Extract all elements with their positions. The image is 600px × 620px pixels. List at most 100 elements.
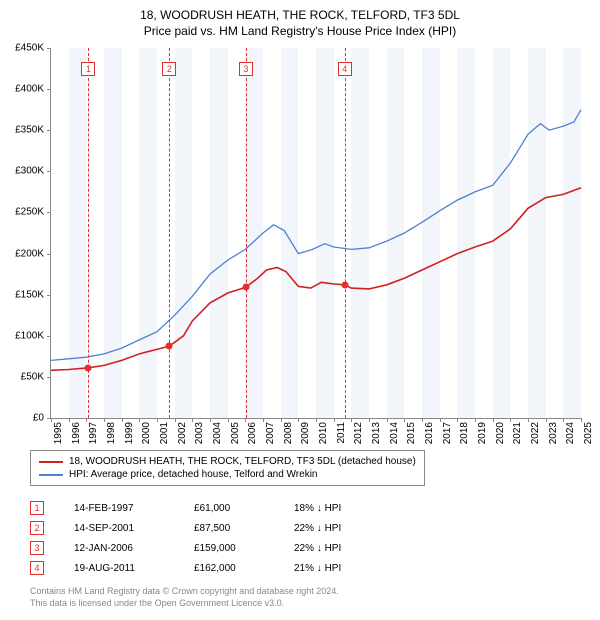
chart-title: 18, WOODRUSH HEATH, THE ROCK, TELFORD, T… — [0, 0, 600, 22]
x-tick — [51, 418, 52, 422]
x-axis-label: 2008 — [283, 422, 294, 444]
y-tick — [47, 212, 51, 213]
event-table-price: £87,500 — [194, 523, 294, 534]
chart-container: 18, WOODRUSH HEATH, THE ROCK, TELFORD, T… — [0, 0, 600, 620]
event-number-box: 2 — [162, 62, 176, 76]
x-axis-label: 1999 — [124, 422, 135, 444]
x-tick — [369, 418, 370, 422]
x-axis-label: 2024 — [565, 422, 576, 444]
x-axis-label: 2019 — [477, 422, 488, 444]
x-tick — [475, 418, 476, 422]
x-tick — [104, 418, 105, 422]
x-axis-label: 2023 — [548, 422, 559, 444]
x-axis-label: 1997 — [88, 422, 99, 444]
x-axis-label: 2006 — [247, 422, 258, 444]
legend-label-hpi: HPI: Average price, detached house, Telf… — [69, 469, 318, 480]
x-tick — [387, 418, 388, 422]
event-table-number: 3 — [30, 541, 44, 555]
x-axis-label: 2003 — [194, 422, 205, 444]
event-vline — [246, 48, 247, 418]
x-axis-label: 2012 — [353, 422, 364, 444]
x-axis-label: 2025 — [583, 422, 594, 444]
x-axis-label: 2015 — [406, 422, 417, 444]
event-table-price: £162,000 — [194, 563, 294, 574]
event-table-date: 14-SEP-2001 — [74, 523, 194, 534]
x-axis-label: 2004 — [212, 422, 223, 444]
event-vline — [345, 48, 346, 418]
y-tick — [47, 171, 51, 172]
line-layer — [51, 48, 581, 418]
event-table-row: 114-FEB-1997£61,00018% ↓ HPI — [30, 498, 384, 518]
legend-item-property: 18, WOODRUSH HEATH, THE ROCK, TELFORD, T… — [39, 455, 416, 468]
y-axis-label: £150K — [15, 289, 44, 300]
x-axis-label: 2016 — [424, 422, 435, 444]
footer-line1: Contains HM Land Registry data © Crown c… — [30, 586, 339, 598]
y-tick — [47, 336, 51, 337]
event-table-pct: 18% ↓ HPI — [294, 503, 384, 514]
x-tick — [493, 418, 494, 422]
event-marker — [85, 364, 92, 371]
x-tick — [528, 418, 529, 422]
event-number-box: 3 — [239, 62, 253, 76]
x-tick — [316, 418, 317, 422]
x-tick — [228, 418, 229, 422]
x-tick — [440, 418, 441, 422]
y-axis-label: £400K — [15, 84, 44, 95]
x-axis-label: 2007 — [265, 422, 276, 444]
series-line-property — [51, 188, 581, 370]
x-axis-label: 1998 — [106, 422, 117, 444]
y-tick — [47, 295, 51, 296]
event-table-row: 214-SEP-2001£87,50022% ↓ HPI — [30, 518, 384, 538]
event-table-row: 3 12-JAN-2006£159,00022% ↓ HPI — [30, 538, 384, 558]
legend-swatch-hpi — [39, 474, 63, 476]
x-axis-label: 1995 — [53, 422, 64, 444]
x-axis-label: 2013 — [371, 422, 382, 444]
x-axis-label: 2018 — [459, 422, 470, 444]
legend-item-hpi: HPI: Average price, detached house, Telf… — [39, 468, 416, 481]
x-tick — [157, 418, 158, 422]
x-axis-label: 2002 — [177, 422, 188, 444]
x-axis-label: 2000 — [141, 422, 152, 444]
event-table: 114-FEB-1997£61,00018% ↓ HPI214-SEP-2001… — [30, 498, 384, 578]
legend-label-property: 18, WOODRUSH HEATH, THE ROCK, TELFORD, T… — [69, 456, 416, 467]
chart-subtitle: Price paid vs. HM Land Registry's House … — [0, 22, 600, 38]
event-table-number: 1 — [30, 501, 44, 515]
x-axis-label: 2011 — [336, 422, 347, 444]
chart-area: 1234 £0£50K£100K£150K£200K£250K£300K£350… — [50, 48, 580, 418]
y-axis-label: £450K — [15, 43, 44, 54]
x-tick — [175, 418, 176, 422]
x-axis-label: 2005 — [230, 422, 241, 444]
event-table-row: 419-AUG-2011£162,00021% ↓ HPI — [30, 558, 384, 578]
event-table-price: £159,000 — [194, 543, 294, 554]
x-tick — [210, 418, 211, 422]
event-marker — [242, 284, 249, 291]
event-number-box: 4 — [338, 62, 352, 76]
x-tick — [334, 418, 335, 422]
footer-attribution: Contains HM Land Registry data © Crown c… — [30, 586, 339, 609]
x-axis-label: 2021 — [512, 422, 523, 444]
y-axis-label: £350K — [15, 125, 44, 136]
x-tick — [122, 418, 123, 422]
y-axis-label: £250K — [15, 207, 44, 218]
y-axis-label: £300K — [15, 166, 44, 177]
event-table-date: 12-JAN-2006 — [74, 543, 194, 554]
x-tick — [263, 418, 264, 422]
event-vline — [88, 48, 89, 418]
x-tick — [581, 418, 582, 422]
event-table-pct: 21% ↓ HPI — [294, 563, 384, 574]
x-tick — [422, 418, 423, 422]
x-axis-label: 2009 — [300, 422, 311, 444]
x-tick — [546, 418, 547, 422]
event-marker — [166, 343, 173, 350]
event-number-box: 1 — [81, 62, 95, 76]
footer-line2: This data is licensed under the Open Gov… — [30, 598, 339, 610]
y-tick — [47, 377, 51, 378]
x-axis-label: 2020 — [495, 422, 506, 444]
x-axis-label: 2010 — [318, 422, 329, 444]
legend: 18, WOODRUSH HEATH, THE ROCK, TELFORD, T… — [30, 450, 425, 486]
x-axis-label: 2017 — [442, 422, 453, 444]
event-table-pct: 22% ↓ HPI — [294, 543, 384, 554]
event-table-number: 4 — [30, 561, 44, 575]
plot-region: 1 2 3 4 — [50, 48, 581, 419]
y-axis-label: £50K — [21, 371, 44, 382]
